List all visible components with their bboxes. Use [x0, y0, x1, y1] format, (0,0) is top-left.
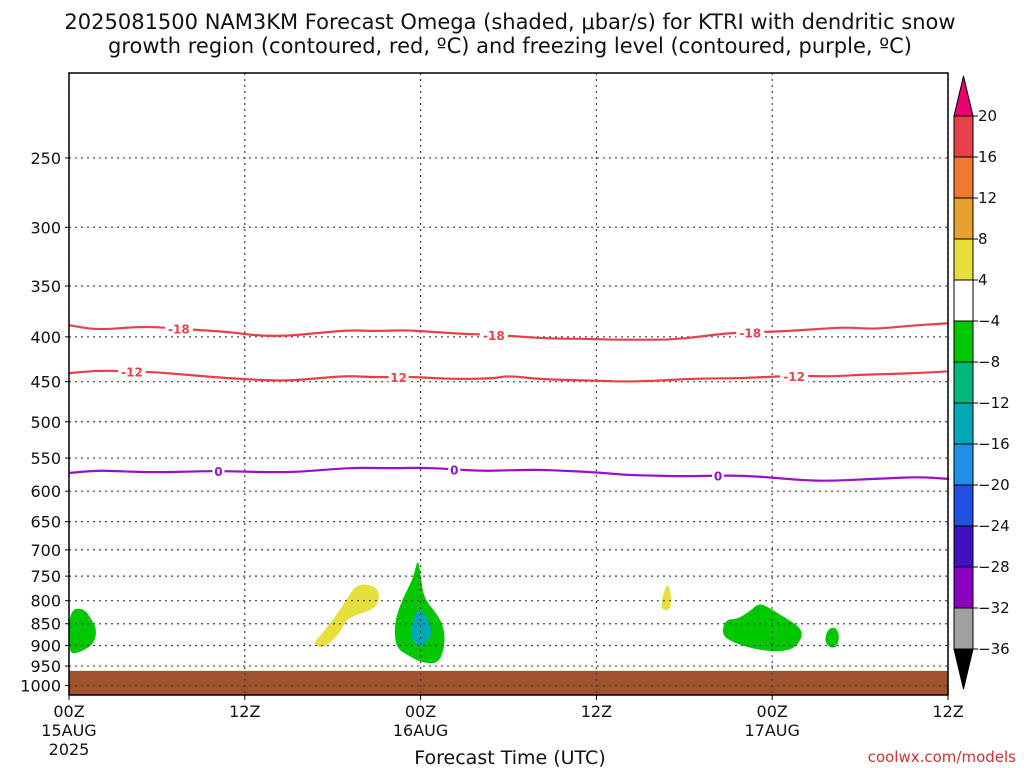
contour-label-bg	[448, 462, 461, 477]
y-tick-label: 250	[30, 149, 61, 168]
teal-blob-2	[410, 610, 432, 647]
contour-label-bg	[736, 325, 765, 340]
y-tick-label: 500	[30, 413, 61, 432]
colorbar-label: 12	[978, 189, 997, 207]
y-tick-label: 850	[30, 615, 61, 634]
colorbar-segment	[953, 320, 974, 363]
chart-title-line-1: 2025081500 NAM3KM Forecast Omega (shaded…	[64, 10, 955, 34]
x-axis-label: Forecast Time (UTC)	[414, 747, 605, 768]
x-tick-label: 00Z	[757, 702, 788, 721]
colorbar-label: −12	[978, 394, 1010, 412]
contour-label: -18	[739, 326, 761, 340]
y-tick-label: 600	[30, 482, 61, 501]
contour-label-bg	[388, 369, 409, 384]
green-blob-3	[722, 604, 802, 652]
y-tick-label: 650	[30, 513, 61, 532]
y-tick-label: 950	[30, 657, 61, 676]
colorbar-label: 4	[978, 271, 988, 289]
contour-label-bg	[780, 368, 809, 383]
y-tick-label: 700	[30, 541, 61, 560]
contour-label-bg	[117, 364, 146, 379]
x-tick-date: 15AUG	[41, 721, 96, 740]
contour-label-bg	[164, 321, 193, 336]
colorbar-label: 8	[978, 230, 988, 248]
contour-label: -12	[121, 366, 143, 380]
colorbar-segment	[953, 197, 974, 240]
contour-label: 0	[214, 465, 222, 479]
colorbar-segment	[953, 566, 974, 609]
colorbar-segment	[953, 156, 974, 199]
contour-line-2	[68, 369, 950, 383]
contour-label-bg	[711, 468, 724, 483]
x-tick-label: 12Z	[932, 702, 963, 721]
contour-label-bg	[479, 327, 508, 342]
y-tick-label: 1000	[20, 677, 61, 696]
green-blob-1	[69, 608, 96, 654]
contour-label: 0	[714, 470, 722, 484]
x-tick-label: 12Z	[229, 702, 260, 721]
contour-line-1	[68, 322, 950, 341]
y-tick-label: 900	[30, 636, 61, 655]
contour-label: -18	[168, 323, 190, 337]
contour-label: -12	[783, 370, 805, 384]
colorbar-label: −28	[978, 558, 1010, 576]
contour-layer: -18 -18 -18 -12 12 -12 0 0 0	[68, 321, 950, 484]
colorbar-segment	[953, 443, 974, 486]
plot-frame	[68, 72, 949, 696]
contour-label: -18	[483, 329, 505, 343]
omega-shading-layer	[69, 562, 839, 664]
y-tick-label: 450	[30, 373, 61, 392]
credit-link[interactable]: coolwx.com/models	[868, 748, 1016, 766]
plot-area: -18 -18 -18 -12 12 -12 0 0 0	[68, 72, 950, 696]
colorbar-label: 20	[978, 107, 997, 125]
contour-line-3	[68, 466, 950, 482]
colorbar-segment	[953, 361, 974, 404]
y-axis: 250 300 350 400 450 500 550 600 650 700 750 800 850 9…	[20, 149, 69, 696]
colorbar-segment	[953, 402, 974, 445]
x-tick-label: 00Z	[53, 702, 84, 721]
colorbar-label: −36	[978, 640, 1010, 658]
colorbar-top-arrow	[953, 75, 974, 117]
colorbar-label: −20	[978, 476, 1010, 494]
colorbar-segment	[953, 238, 974, 281]
colorbar: 20 16 12 8 4 −4 −8 −12 −16 −20 −24 −28 −32 −36	[953, 75, 1010, 690]
y-tick-label: 800	[30, 592, 61, 611]
colorbar-segment	[953, 279, 974, 322]
x-tick-date: 17AUG	[744, 721, 799, 740]
yellow-blob-2	[661, 585, 672, 611]
colorbar-bottom-arrow	[953, 648, 974, 690]
x-tick-label: 12Z	[581, 702, 612, 721]
y-tick-label: 350	[30, 277, 61, 296]
green-blob-4	[825, 627, 839, 648]
x-tick-label: 00Z	[405, 702, 436, 721]
y-tick-label: 400	[30, 328, 61, 347]
x-tick-year: 2025	[49, 740, 90, 759]
contour-label: 12	[390, 371, 407, 385]
colorbar-segment	[953, 525, 974, 568]
colorbar-segment	[953, 607, 974, 650]
yellow-blob-1	[315, 584, 379, 647]
chart-title-line-2: growth region (contoured, red, ºC) and f…	[108, 34, 912, 58]
colorbar-label: −4	[978, 312, 1000, 330]
contour-label: 0	[450, 463, 458, 477]
colorbar-label: −8	[978, 353, 1000, 371]
y-tick-label: 750	[30, 567, 61, 586]
plot-background	[69, 73, 948, 695]
colorbar-label: −32	[978, 599, 1010, 617]
below-ground-terrain	[69, 670, 948, 695]
colorbar-segment	[953, 484, 974, 527]
colorbar-label: −24	[978, 517, 1010, 535]
y-tick-label: 300	[30, 218, 61, 237]
colorbar-label: −16	[978, 435, 1010, 453]
colorbar-segment	[953, 115, 974, 158]
y-tick-label: 550	[30, 449, 61, 468]
x-tick-date: 16AUG	[393, 721, 448, 740]
contour-label-bg	[212, 464, 225, 479]
colorbar-label: 16	[978, 148, 997, 166]
